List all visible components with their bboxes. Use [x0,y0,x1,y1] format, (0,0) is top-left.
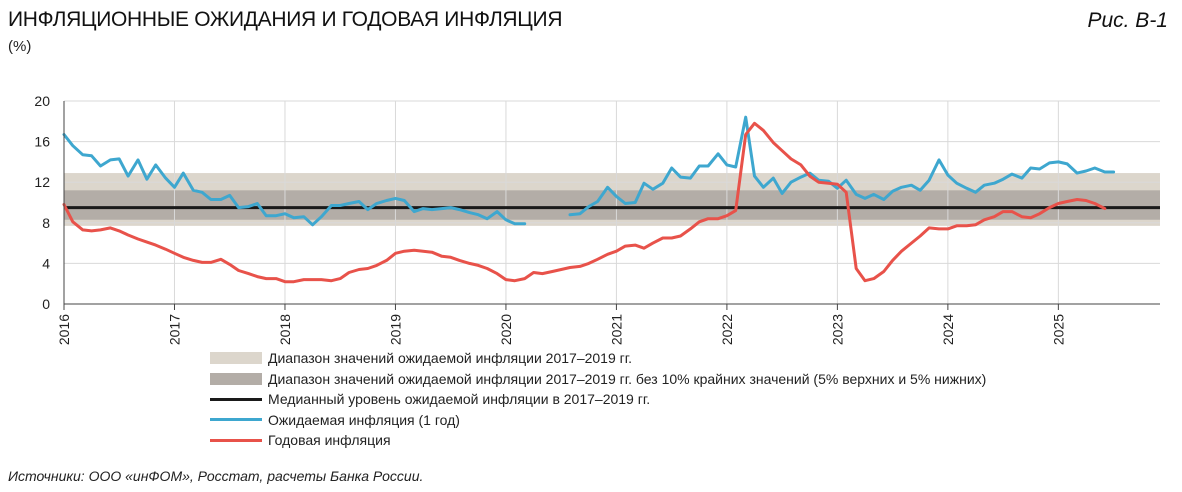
range-band-trimmed [64,190,1160,220]
x-tick-label: 2020 [498,314,514,345]
x-tick-label: 2023 [829,314,845,345]
legend-label-median: Медианный уровень ожидаемой инфляции в 2… [268,391,651,408]
source-note: Источники: ООО «инФОМ», Росстат, расчеты… [8,468,424,484]
legend-item-median: Медианный уровень ожидаемой инфляции в 2… [210,389,986,410]
chart-title: ИНФЛЯЦИОННЫЕ ОЖИДАНИЯ И ГОДОВАЯ ИНФЛЯЦИЯ [8,8,563,31]
y-tick-label: 8 [42,215,50,231]
y-tick-label: 20 [34,93,50,109]
y-tick-label: 4 [42,255,50,271]
x-tick-label: 2024 [940,314,956,345]
x-tick-label: 2021 [608,314,624,345]
legend-item-outer-band: Диапазон значений ожидаемой инфляции 201… [210,348,986,369]
x-tick-label: 2016 [56,314,72,345]
x-tick-label: 2019 [387,314,403,345]
legend-swatch-inner-band [210,372,262,385]
y-tick-label: 16 [34,134,50,150]
legend-swatch-expectations [210,418,262,422]
y-tick-label: 12 [34,174,50,190]
legend-swatch-median [210,397,262,401]
legend-label-inflation: Годовая инфляция [268,432,391,449]
legend-item-expectations: Ожидаемая инфляция (1 год) [210,410,986,431]
legend: Диапазон значений ожидаемой инфляции 201… [210,348,986,451]
legend-item-inner-band: Диапазон значений ожидаемой инфляции 201… [210,369,986,390]
x-tick-label: 2017 [166,314,182,345]
legend-label-expectations: Ожидаемая инфляция (1 год) [268,411,460,428]
x-tick-label: 2018 [277,314,293,345]
legend-item-inflation: Годовая инфляция [210,430,986,451]
y-tick-label: 0 [42,296,50,312]
legend-swatch-inflation [210,438,262,442]
x-tick-label: 2022 [719,314,735,345]
expectations-line [62,115,1116,227]
chart-canvas: 0 4 8 12 16 20 2016 2017 2018 2019 2020 2021 2022 20… [34,93,1160,345]
legend-label-inner-band: Диапазон значений ожидаемой инфляции 201… [268,370,987,387]
legend-label-outer-band: Диапазон значений ожидаемой инфляции 201… [268,350,633,367]
figure-number: Рис. В-1 [1087,9,1168,32]
inflation-line [62,121,1107,284]
unit-label: (%) [8,38,32,55]
x-tick-label: 2025 [1050,314,1066,345]
legend-swatch-outer-band [210,352,262,365]
